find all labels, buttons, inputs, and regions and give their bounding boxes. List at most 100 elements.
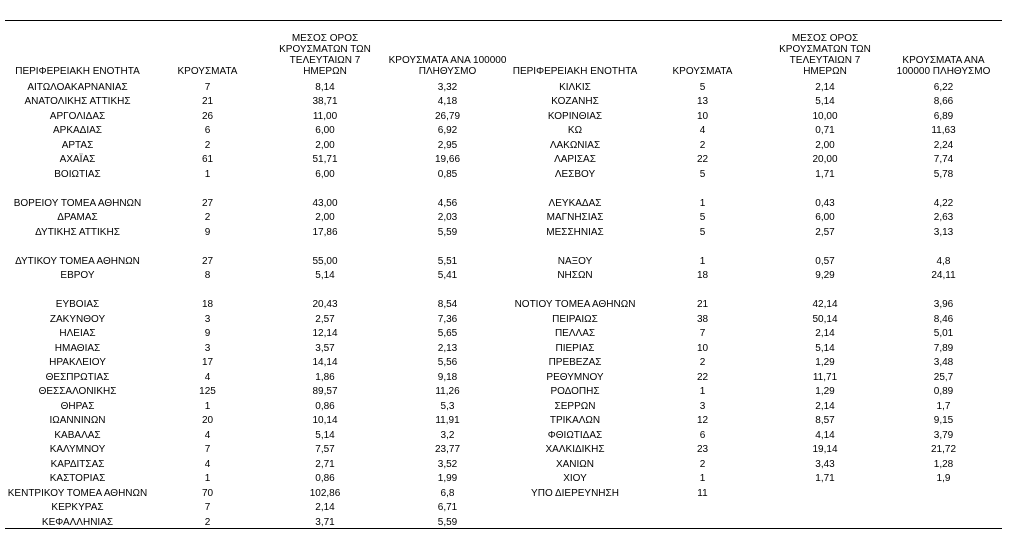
data-row: ΔΡΑΜΑΣ 2 2,00 2,03 ΜΑΓΝΗΣΙΑΣ 5 6,00 2,63 [5, 209, 1002, 224]
value-cell: 5 [699, 168, 706, 180]
empty-cell [510, 513, 640, 528]
value-cell: 2,57 [315, 313, 335, 325]
region-cell: ΚΑΒΑΛΑΣ [54, 429, 101, 441]
spacer [5, 238, 1002, 253]
data-row: ΘΕΣΣΑΛΟΝΙΚΗΣ 125 89,57 11,26 ΡΟΔΟΠΗΣ 1 1,29 0,8… [5, 383, 1002, 398]
region-cell: ΔΥΤΙΚΗΣ ΑΤΤΙΚΗΣ [35, 226, 120, 238]
region-cell: ΘΕΣΠΡΩΤΙΑΣ [45, 371, 110, 383]
empty-cell [640, 513, 765, 528]
value-cell: 3,79 [933, 429, 954, 441]
region-cell: ΡΕΘΥΜΝΟΥ [546, 371, 604, 383]
value-cell: 1 [699, 473, 706, 484]
value-cell: 11,00 [312, 110, 338, 122]
value-cell: 19,14 [812, 444, 838, 455]
value-cell: 7,57 [315, 444, 335, 455]
region-cell: ΠΡΕΒΕΖΑΣ [548, 357, 602, 368]
value-cell: 2 [204, 516, 211, 528]
data-row: ΚΕΦΑΛΛΗΝΙΑΣ 2 3,71 5,59 [5, 513, 1002, 528]
value-cell: 22 [696, 154, 709, 165]
region-cell: ΛΕΥΚΑΔΑΣ [548, 197, 602, 209]
value-cell: 21 [201, 96, 214, 107]
value-cell: 2,14 [315, 502, 335, 513]
value-cell: 1,9 [936, 473, 951, 484]
value-cell: 20 [201, 415, 214, 426]
column-header: ΚΡΟΥΣΜΑΤΑ ΑΝΑ 100000 ΠΛΗΘΥΣΜΟ [388, 55, 507, 77]
data-row: ΘΕΣΠΡΩΤΙΑΣ 4 1,86 9,18 ΡΕΘΥΜΝΟΥ 22 11,71 25,7 [5, 368, 1002, 383]
value-cell: 1 [699, 386, 706, 397]
value-cell: 42,14 [812, 299, 838, 310]
region-cell: ΧΑΝΙΩΝ [555, 458, 595, 470]
value-cell: 7,89 [933, 342, 954, 354]
value-cell: 3,2 [440, 429, 455, 441]
value-cell: 1 [699, 255, 706, 267]
data-row: ΒΟΙΩΤΙΑΣ 1 6,00 0,85 ΛΕΣΒΟΥ 5 1,71 5,78 [5, 165, 1002, 180]
region-cell: ΣΕΡΡΩΝ [554, 400, 596, 412]
value-cell: 2 [204, 139, 211, 151]
value-cell: 27 [201, 197, 214, 209]
column-header: ΚΡΟΥΣΜΑΤΑ ΑΝΑ 100000 ΠΛΗΘΥΣΜΟ [896, 55, 991, 77]
empty-cell [885, 499, 1002, 514]
empty-cell [765, 484, 885, 499]
data-row: ΘΗΡΑΣ 1 0,86 5,3 ΣΕΡΡΩΝ 3 2,14 1,7 [5, 397, 1002, 412]
value-cell: 4 [204, 371, 211, 383]
region-cell: ΘΕΣΣΑΛΟΝΙΚΗΣ [38, 386, 117, 397]
value-cell: 3,71 [315, 516, 335, 528]
data-row: ΚΑΒΑΛΑΣ 4 5,14 3,2 ΦΘΙΩΤΙΔΑΣ 6 4,14 3,79 [5, 426, 1002, 441]
value-cell: 7 [204, 444, 211, 455]
region-cell: ΔΥΤΙΚΟΥ ΤΟΜΕΑ ΑΘΗΝΩΝ [15, 255, 140, 267]
value-cell: 4,18 [437, 96, 458, 107]
value-cell: 24,11 [931, 270, 956, 281]
data-row: ΖΑΚΥΝΘΟΥ 3 2,57 7,36 ΠΕΙΡΑΙΩΣ 38 50,14 8,46 [5, 310, 1002, 325]
value-cell: 23 [696, 444, 709, 455]
data-row: ΚΑΛΥΜΝΟΥ 7 7,57 23,77 ΧΑΛΚΙΔΙΚΗΣ 23 19,14 21,72 [5, 441, 1002, 456]
region-cell: ΜΑΓΝΗΣΙΑΣ [546, 212, 604, 223]
data-row: ΔΥΤΙΚΗΣ ΑΤΤΙΚΗΣ 9 17,86 5,59 ΜΕΣΣΗΝΙΑΣ 5 2,57 3… [5, 223, 1002, 238]
value-cell: 8,57 [815, 415, 835, 426]
value-cell: 0,71 [815, 125, 835, 136]
value-cell: 3,57 [315, 342, 335, 354]
region-cell: ΗΛΕΙΑΣ [59, 328, 96, 339]
value-cell: 4 [204, 458, 211, 470]
data-row: ΕΥΒΟΙΑΣ 18 20,43 8,54 ΝΟΤΙΟΥ ΤΟΜΕΑ ΑΘΗΝΩΝ 21 4… [5, 296, 1002, 311]
value-cell: 2,00 [315, 212, 335, 223]
value-cell: 5 [699, 226, 706, 238]
value-cell: 1,71 [815, 168, 835, 180]
value-cell: 1,71 [815, 473, 835, 484]
value-cell: 5,3 [440, 400, 455, 412]
value-cell: 1 [699, 197, 706, 209]
region-cell: ΧΙΟΥ [563, 473, 587, 484]
value-cell: 17 [201, 357, 214, 368]
empty-cell [640, 499, 765, 514]
data-row: ΗΛΕΙΑΣ 9 12,14 5,65 ΠΕΛΛΑΣ 7 2,14 5,01 [5, 325, 1002, 340]
value-cell: 8,46 [933, 313, 954, 325]
value-cell: 3,96 [933, 299, 954, 310]
value-cell: 3 [204, 313, 211, 325]
value-cell: 9,29 [815, 270, 835, 281]
value-cell: 26 [201, 110, 214, 122]
value-cell: 6,92 [437, 125, 458, 136]
data-row: ΑΧΑΪΑΣ 61 51,71 19,66 ΛΑΡΙΣΑΣ 22 20,00 7,74 [5, 151, 1002, 166]
value-cell: 7 [204, 502, 211, 513]
region-cell: ΑΝΑΤΟΛΙΚΗΣ ΑΤΤΙΚΗΣ [24, 96, 131, 107]
data-row: ΕΒΡΟΥ 8 5,14 5,41 ΝΗΣΩΝ 18 9,29 24,11 [5, 267, 1002, 282]
value-cell: 4,22 [933, 197, 954, 209]
value-cell: 8,14 [315, 81, 335, 93]
spacer-row [5, 180, 1002, 195]
empty-cell [510, 499, 640, 514]
value-cell: 5 [699, 81, 706, 93]
empty-cell [885, 484, 1002, 499]
region-cell: ΜΕΣΣΗΝΙΑΣ [546, 226, 604, 238]
value-cell: 12 [696, 415, 709, 426]
region-cell: ΚΕΝΤΡΙΚΟΥ ΤΟΜΕΑ ΑΘΗΝΩΝ [7, 487, 148, 499]
region-cell: ΚΙΛΚΙΣ [559, 81, 591, 93]
region-cell: ΚΟΖΑΝΗΣ [551, 96, 599, 107]
region-cell: ΔΡΑΜΑΣ [57, 212, 98, 223]
region-cell: ΘΗΡΑΣ [60, 400, 95, 412]
value-cell: 7,36 [437, 313, 458, 325]
spacer-row [5, 281, 1002, 296]
region-cell: ΗΜΑΘΙΑΣ [54, 342, 101, 354]
value-cell: 1 [204, 168, 211, 180]
value-cell: 2,57 [815, 226, 835, 238]
region-cell: ΡΟΔΟΠΗΣ [550, 386, 600, 397]
